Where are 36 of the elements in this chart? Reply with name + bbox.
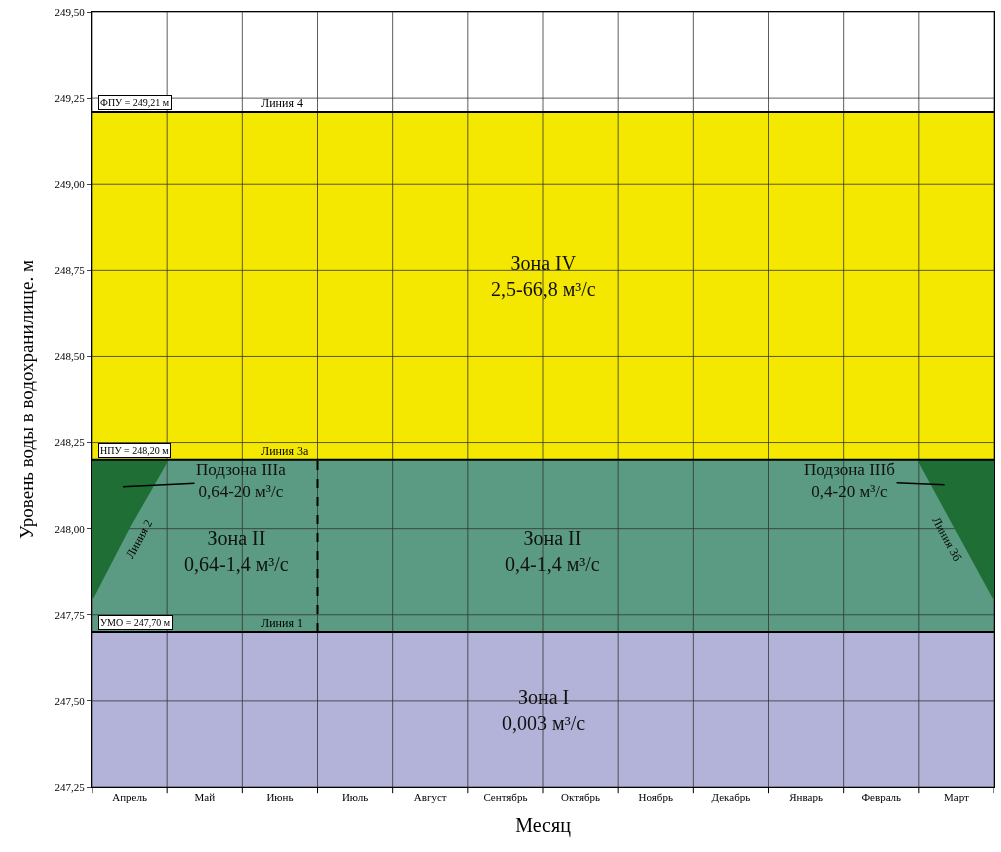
annotation: Подзона IIIа 0,64-20 м³/с (196, 460, 287, 502)
annotation: Зона II 0,4-1,4 м³/с (505, 527, 600, 575)
x-axis-title: Месяц (515, 813, 572, 837)
x-tick-label: Апрель (112, 791, 147, 804)
x-tick-label: Июль (341, 791, 369, 804)
ref-line-label: Линия 4 (261, 96, 303, 110)
y-tick-label: 249,50 (54, 5, 86, 18)
x-tick-label: Январь (789, 791, 823, 804)
y-tick-label: 247,75 (54, 608, 86, 621)
y-tick-label: 247,25 (54, 780, 86, 793)
x-tick-label: Март (944, 791, 970, 804)
x-tick-label: Июнь (266, 791, 294, 804)
x-tick-label: Октябрь (561, 791, 601, 804)
y-tick-label: 249,25 (54, 91, 86, 104)
x-tick-label: Август (413, 791, 447, 804)
annotation: Подзона IIIб 0,4-20 м³/с (804, 460, 895, 502)
x-tick-label: Май (194, 791, 216, 804)
y-tick-label: 249,00 (54, 178, 86, 191)
x-tick-label: Февраль (861, 791, 902, 804)
ref-line-label: Линия 1 (261, 616, 303, 630)
annotation: Зона II 0,64-1,4 м³/с (184, 527, 289, 575)
annotation: Зона IV 2,5-66,8 м³/с (491, 252, 596, 300)
y-tick-label: 248,25 (54, 436, 86, 449)
annotation: ФПУ = 249,21 м (100, 97, 170, 108)
x-tick-label: Сентябрь (483, 791, 528, 804)
ref-line-label: Линия 3а (261, 444, 309, 458)
y-axis-title: Уровень воды в водохранилище. м (16, 260, 38, 539)
x-tick-label: Декабрь (711, 791, 751, 804)
annotation: Зона I 0,003 м³/с (502, 686, 586, 734)
y-tick-label: 248,50 (54, 350, 86, 363)
x-tick-label: Ноябрь (638, 791, 673, 804)
annotation: УМО = 247,70 м (100, 617, 171, 628)
annotation: НПУ = 248,20 м (100, 445, 170, 456)
y-tick-label: 248,75 (54, 264, 86, 277)
y-tick-label: 248,00 (54, 522, 86, 535)
y-tick-label: 247,50 (54, 694, 86, 707)
